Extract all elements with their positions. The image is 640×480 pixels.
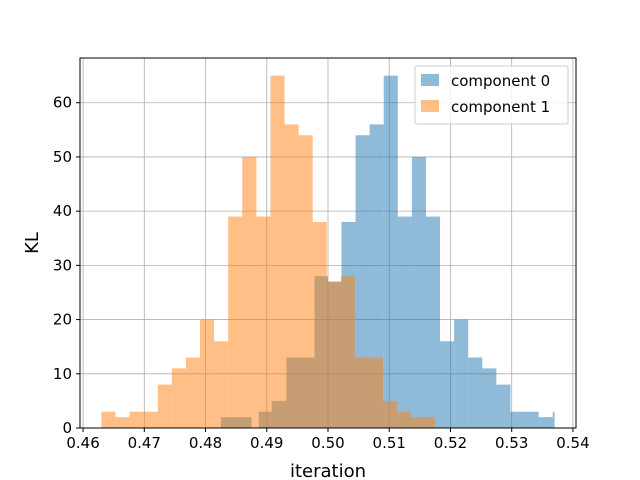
- histogram-bar: [129, 411, 144, 428]
- x-tick-label: 0.54: [556, 434, 589, 452]
- histogram-bar: [340, 276, 355, 428]
- y-tick-label: 30: [53, 256, 72, 274]
- histogram-bar: [228, 216, 243, 428]
- histogram-bar: [425, 216, 441, 428]
- histogram-bar: [538, 417, 553, 428]
- histogram-bar: [143, 411, 158, 428]
- x-axis-label: iteration: [290, 461, 366, 480]
- histogram-bar: [115, 417, 130, 428]
- histogram-bar: [524, 411, 539, 428]
- x-tick-label: 0.51: [373, 434, 406, 452]
- histogram-bar: [298, 135, 313, 428]
- series-1-bars: [101, 75, 436, 429]
- x-tick-label: 0.47: [128, 434, 161, 452]
- histogram-bar: [354, 357, 370, 428]
- histogram-bar: [454, 319, 469, 428]
- legend-swatch: [421, 74, 439, 86]
- histogram-bar: [214, 341, 229, 428]
- x-tick-label: 0.46: [66, 434, 99, 452]
- x-tick-label: 0.48: [189, 434, 222, 452]
- histogram-bar: [326, 281, 341, 428]
- y-axis-ticks: 0 10 20 30 40 50 60: [53, 94, 80, 437]
- legend: component 0 component 1: [414, 65, 569, 125]
- histogram-bar: [101, 411, 116, 428]
- histogram-bar: [369, 124, 384, 429]
- x-tick-label: 0.50: [311, 434, 344, 452]
- histogram-bar: [312, 221, 327, 428]
- histogram-bar: [270, 75, 285, 428]
- histogram-bar: [468, 357, 483, 428]
- y-tick-label: 60: [53, 94, 72, 112]
- histogram-bar: [185, 357, 201, 428]
- histogram-bar: [411, 417, 436, 428]
- x-tick-label: 0.52: [434, 434, 467, 452]
- histogram-bar: [482, 368, 497, 428]
- histogram-bar: [157, 384, 172, 428]
- histogram-bar: [355, 135, 370, 428]
- legend-label: component 0: [451, 72, 550, 90]
- histogram-bar: [440, 341, 455, 428]
- histogram-bar: [369, 357, 384, 428]
- legend-box: [414, 65, 569, 125]
- histogram-bars: [101, 75, 555, 429]
- y-tick-label: 40: [53, 202, 72, 220]
- legend-label: component 1: [451, 98, 550, 116]
- legend-swatch: [421, 100, 439, 112]
- histogram-bar: [242, 156, 257, 428]
- y-tick-label: 0: [62, 419, 72, 437]
- histogram-bar: [496, 384, 511, 428]
- histogram-bar: [200, 319, 215, 428]
- histogram-bar: [284, 124, 299, 429]
- histogram-bar: [510, 411, 525, 428]
- histogram-bar: [383, 75, 398, 428]
- histogram-bar: [256, 216, 271, 428]
- x-axis-ticks: 0.46 0.47 0.48 0.49 0.50 0.51 0.52 0.53 0.54: [66, 428, 590, 452]
- x-tick-label: 0.49: [250, 434, 283, 452]
- y-tick-label: 10: [53, 365, 72, 383]
- y-tick-label: 50: [53, 148, 72, 166]
- histogram-bar: [411, 156, 426, 428]
- histogram-bar: [171, 368, 186, 428]
- histogram-bar: [397, 411, 412, 428]
- y-axis-label: KL: [22, 232, 43, 254]
- y-tick-label: 20: [53, 311, 72, 329]
- histogram-bar: [383, 400, 398, 428]
- histogram-bar: [397, 216, 412, 428]
- histogram-bar: [552, 411, 555, 428]
- x-tick-label: 0.53: [495, 434, 528, 452]
